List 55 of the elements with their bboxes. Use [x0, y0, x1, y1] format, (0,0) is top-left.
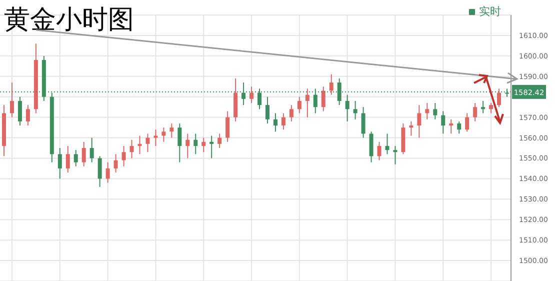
- candlestick: [106, 162, 110, 184]
- candlestick: [457, 120, 462, 134]
- candlestick: [162, 127, 166, 142]
- candlestick: [265, 96, 270, 124]
- candlestick: [178, 122, 182, 163]
- candlestick: [473, 102, 478, 122]
- candlestick: [18, 96, 22, 126]
- candlestick: [465, 112, 470, 132]
- candlestick: [74, 150, 78, 167]
- candlestick: [297, 96, 302, 114]
- candlestick: [289, 104, 294, 122]
- candlestick: [273, 112, 278, 132]
- candlestick: [377, 141, 382, 161]
- candlestick: [130, 139, 134, 159]
- candlestick: [250, 86, 254, 104]
- candlestick: [409, 120, 414, 136]
- candlestick: [154, 129, 158, 146]
- candlestick: [186, 133, 190, 159]
- candlestick: [433, 102, 438, 120]
- candlestick: [210, 135, 214, 159]
- candlestick: [489, 102, 494, 114]
- candlestick: [98, 156, 102, 188]
- candlestick: [385, 133, 390, 155]
- candlestick: [194, 133, 198, 155]
- candlestick: [138, 135, 142, 155]
- candlestick: [321, 86, 326, 112]
- candlestick: [449, 118, 454, 134]
- candlestick: [58, 148, 62, 180]
- candlestick: [26, 104, 30, 126]
- candlestick: [353, 100, 358, 120]
- candlestick: [361, 106, 366, 138]
- candlestick: [305, 88, 310, 118]
- candlestick: [218, 133, 222, 148]
- candlestick: [329, 74, 334, 96]
- candlestick: [497, 88, 502, 108]
- candlestick: [441, 110, 446, 134]
- candlestick: [122, 145, 126, 167]
- candlestick: [90, 137, 94, 163]
- candlestick: [425, 102, 430, 120]
- candlestick: [202, 137, 206, 153]
- candlestick: [345, 94, 350, 122]
- candlestick: [417, 104, 422, 138]
- candlestick: [10, 82, 14, 118]
- candlestick: [170, 122, 174, 138]
- candlestick: [481, 100, 486, 114]
- candlestick: [226, 110, 230, 142]
- candlestick: [146, 133, 150, 153]
- candlestick: [281, 112, 286, 130]
- candlestick: [393, 145, 398, 165]
- candlestick: [66, 145, 70, 174]
- candlestick: [369, 131, 374, 163]
- candlestick: [82, 141, 86, 167]
- candlestick: [114, 154, 118, 174]
- legend-label: 实时: [479, 5, 501, 18]
- chart-title: 黄金小时图: [4, 4, 134, 37]
